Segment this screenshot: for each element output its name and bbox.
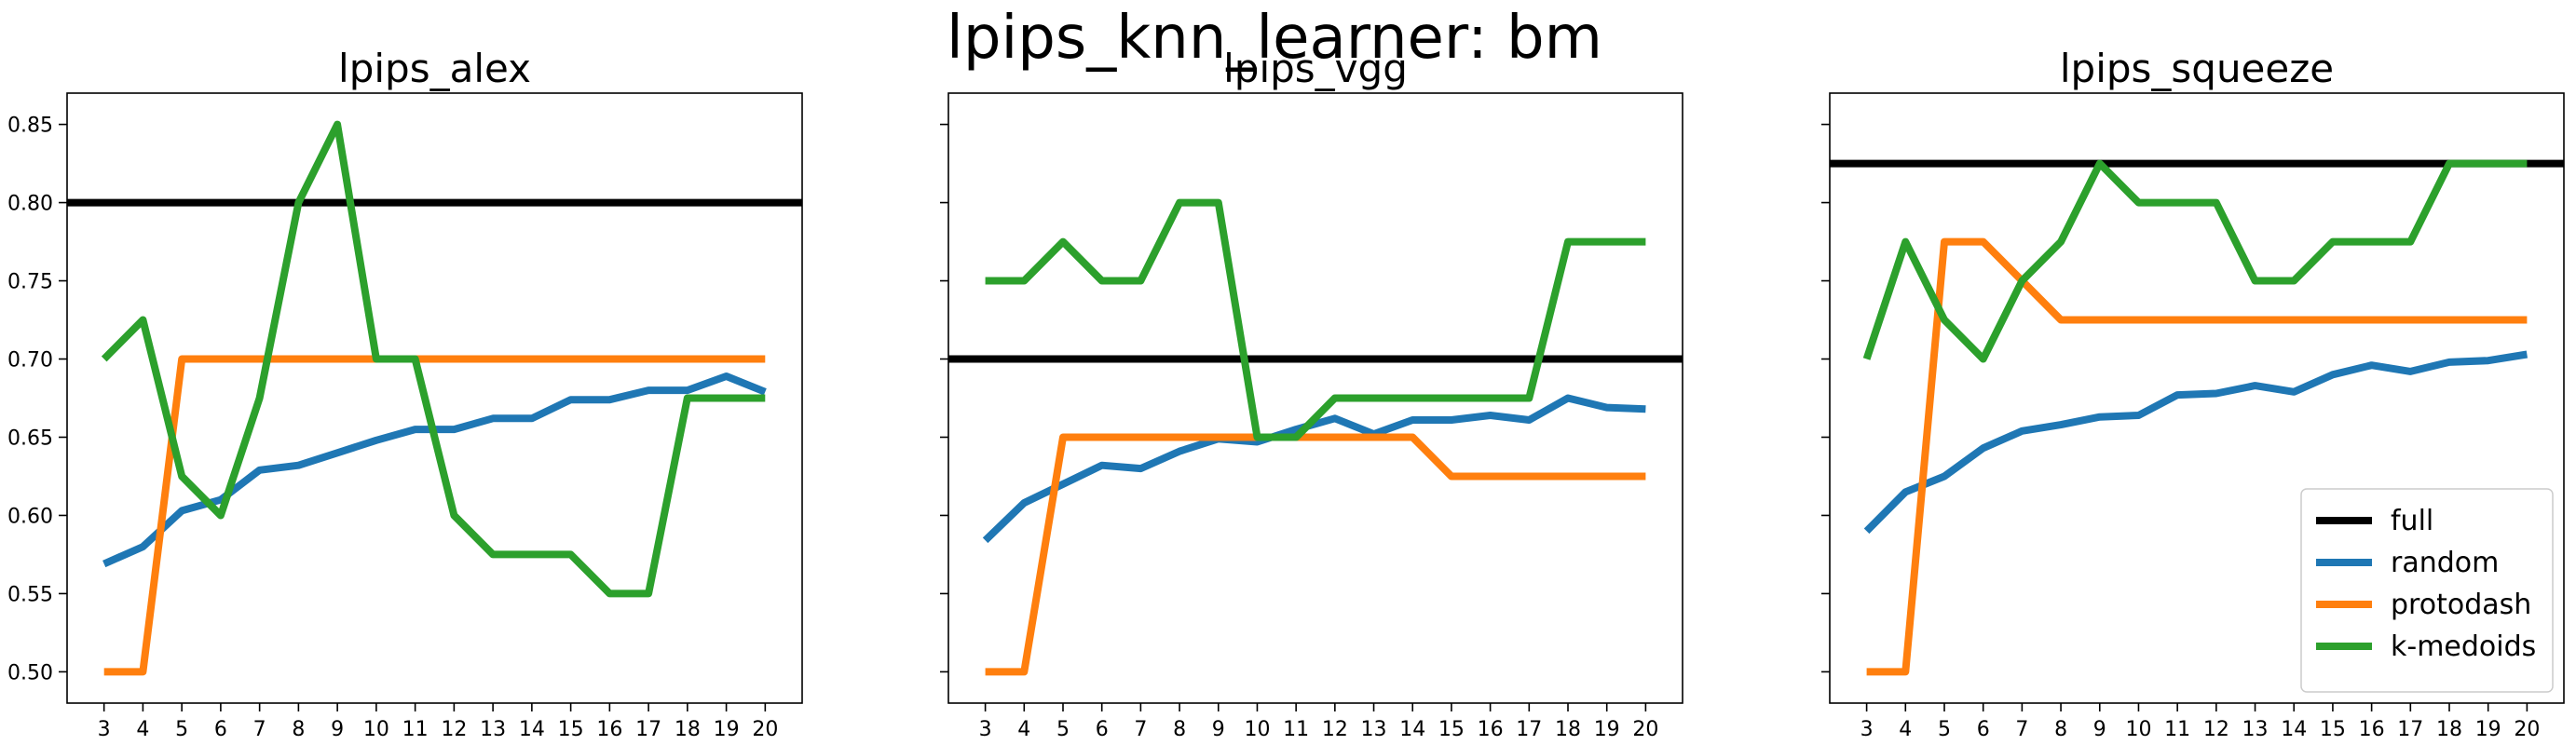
x-tick-label: 18 <box>2436 718 2462 741</box>
subplot-lpips-squeeze: lpips_squeeze 3 4 5 6 7 8 9 10 11 12 13 14 15 16 17 18 19… <box>1821 46 2565 741</box>
x-tick-label: 3 <box>979 718 992 741</box>
x-tick-label: 8 <box>292 718 305 741</box>
x-tick-label: 5 <box>1938 718 1951 741</box>
x-tick-label: 19 <box>2475 718 2501 741</box>
subplot-lpips-alex: lpips_alex 0.50 0.55 0.60 0.65 0.70 0.75 0.80 0.… <box>7 46 803 741</box>
legend: full random protodash k-medoids <box>2300 488 2554 693</box>
x-tick-label: 17 <box>1516 718 1542 741</box>
x-tick-label: 11 <box>2164 718 2190 741</box>
series-line-k-medoids <box>101 120 766 598</box>
x-tick-label: 7 <box>1134 718 1147 741</box>
subplot-title: lpips_vgg <box>1223 46 1408 91</box>
x-tick-label: 4 <box>136 718 149 741</box>
x-tick-label: 4 <box>1899 718 1912 741</box>
axes-frame <box>1829 92 2565 704</box>
x-tick-label: 20 <box>752 718 778 741</box>
x-tick-label: 13 <box>1361 718 1387 741</box>
y-tick-label: 0.65 <box>7 427 53 450</box>
x-tick-label: 9 <box>1212 718 1225 741</box>
series-line-random <box>1863 350 2528 535</box>
x-tick-label: 8 <box>1173 718 1186 741</box>
x-tick-label: 6 <box>1977 718 1990 741</box>
x-tick-label: 11 <box>402 718 429 741</box>
series-line-random <box>102 372 767 568</box>
x-tick-label: 15 <box>558 718 584 741</box>
series-line-protodash <box>985 433 1646 676</box>
subplot-title: lpips_squeeze <box>2060 46 2334 91</box>
x-tick-label: 15 <box>1438 718 1465 741</box>
x-tick-label: 12 <box>441 718 467 741</box>
x-tick-label: 4 <box>1017 718 1030 741</box>
x-tick-label: 10 <box>1244 718 1270 741</box>
x-tick-label: 16 <box>596 718 622 741</box>
x-tick-label: 19 <box>1594 718 1620 741</box>
x-tick-label: 11 <box>1283 718 1309 741</box>
legend-label-k-medoids: k-medoids <box>2391 630 2536 663</box>
series-line-random <box>982 394 1646 544</box>
x-tick-label: 8 <box>2054 718 2067 741</box>
y-tick-label: 0.70 <box>7 349 53 372</box>
series-line-k-medoids <box>985 198 1646 441</box>
legend-label-random: random <box>2391 547 2499 579</box>
x-tick-label: 12 <box>1322 718 1348 741</box>
plot-area <box>948 198 1683 676</box>
y-tick-label: 0.55 <box>7 583 53 606</box>
series-line-k-medoids <box>1862 159 2528 363</box>
x-tick-label: 3 <box>1860 718 1874 741</box>
y-tick-label: 0.60 <box>7 505 53 528</box>
x-tick-label: 20 <box>1632 718 1658 741</box>
subplot-lpips-vgg: lpips_vgg 3 4 5 6 7 8 9 10 11 12 13 14 15 16 17 18 19 20 <box>940 46 1683 741</box>
y-tick-label: 0.50 <box>7 661 53 684</box>
x-tick-label: 16 <box>2359 718 2385 741</box>
x-tick-label: 13 <box>480 718 506 741</box>
legend-frame <box>2300 488 2554 693</box>
figure-title: lpips_knn_learner: bm <box>947 4 1602 73</box>
x-tick-label: 19 <box>714 718 740 741</box>
x-tick-label: 5 <box>1056 718 1070 741</box>
series-line-protodash <box>103 355 766 676</box>
x-tick-label: 14 <box>519 718 545 741</box>
subplot-title: lpips_alex <box>338 46 531 91</box>
plot-area <box>67 120 802 676</box>
y-tick-label: 0.75 <box>7 271 53 294</box>
x-tick-label: 7 <box>2015 718 2028 741</box>
x-tick-label: 3 <box>98 718 111 741</box>
x-tick-label: 5 <box>175 718 188 741</box>
x-tick-label: 13 <box>2242 718 2269 741</box>
x-tick-label: 16 <box>1478 718 1504 741</box>
x-tick-label: 6 <box>214 718 227 741</box>
x-tick-label: 20 <box>2514 718 2540 741</box>
x-tick-label: 9 <box>331 718 344 741</box>
x-tick-label: 17 <box>635 718 661 741</box>
series-line-protodash <box>1866 237 2528 676</box>
y-tick-label: 0.80 <box>7 193 53 216</box>
axes-frame <box>66 92 803 704</box>
x-tick-label: 18 <box>1555 718 1581 741</box>
x-tick-label: 14 <box>2281 718 2307 741</box>
legend-label-protodash: protodash <box>2391 589 2531 621</box>
x-tick-label: 7 <box>253 718 266 741</box>
x-tick-label: 6 <box>1096 718 1109 741</box>
x-tick-label: 15 <box>2320 718 2346 741</box>
x-tick-label: 10 <box>363 718 389 741</box>
x-tick-label: 18 <box>675 718 701 741</box>
x-tick-label: 14 <box>1399 718 1425 741</box>
x-tick-label: 17 <box>2397 718 2423 741</box>
plot-area <box>1830 159 2564 676</box>
y-tick-label: 0.85 <box>7 115 53 138</box>
x-tick-label: 10 <box>2125 718 2151 741</box>
legend-label-full: full <box>2391 505 2433 537</box>
x-tick-label: 12 <box>2203 718 2229 741</box>
x-tick-label: 9 <box>2093 718 2106 741</box>
axes-frame <box>947 92 1683 704</box>
